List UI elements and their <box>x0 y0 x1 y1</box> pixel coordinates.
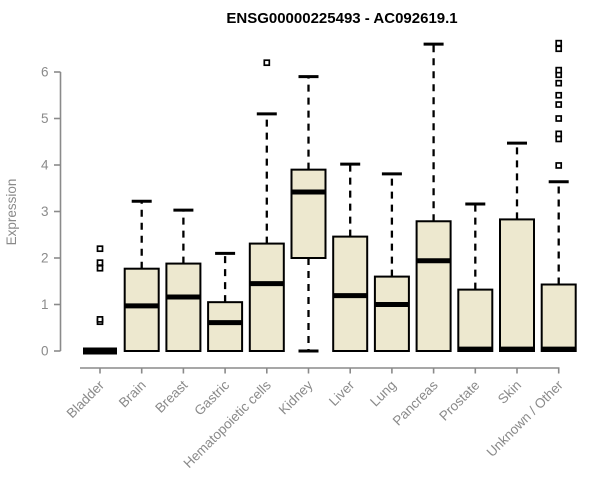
outlier-point <box>263 59 271 67</box>
box-rect <box>540 283 577 353</box>
box-group <box>332 162 369 352</box>
chart-title: ENSG00000225493 - AC092619.1 <box>226 10 457 27</box>
y-tick-label: 2 <box>41 251 49 266</box>
outlier-point <box>555 135 563 143</box>
y-axis-label: Expression <box>4 179 19 246</box>
box-rect <box>248 242 285 353</box>
collapsed-box-bar <box>83 347 117 355</box>
x-tick-label: Pancreas <box>390 377 441 428</box>
box-rect <box>373 275 410 353</box>
box-group <box>457 202 494 352</box>
x-tick-label: Skin <box>495 378 524 407</box>
outlier-point <box>555 66 563 74</box>
box-group <box>540 39 577 353</box>
box-group <box>165 208 202 352</box>
y-tick-label: 5 <box>41 111 49 126</box>
y-tick-label: 6 <box>41 65 49 80</box>
x-tick-label: Brain <box>116 378 149 411</box>
box-rect <box>123 267 160 353</box>
box-rect <box>290 168 327 259</box>
box-rect <box>499 218 535 352</box>
box-rect <box>165 262 202 352</box>
box-group <box>415 42 452 352</box>
outlier-point <box>555 39 563 47</box>
outlier-point <box>555 162 563 169</box>
box-group <box>248 59 285 353</box>
x-tick-label: Unknown / Other <box>484 377 567 460</box>
box-group <box>373 172 410 353</box>
box-group <box>207 251 244 352</box>
x-tick-label: Kidney <box>276 377 316 417</box>
box-rect <box>415 220 452 352</box>
box-group <box>290 75 327 353</box>
x-tick-label: Liver <box>326 377 358 409</box>
outlier-point <box>555 115 563 122</box>
x-tick-label: Lung <box>367 378 399 410</box>
outlier-point <box>96 259 104 266</box>
y-tick-label: 0 <box>41 344 49 359</box>
x-tick-label: Breast <box>152 377 190 415</box>
x-tick-label: Gastric <box>191 377 232 418</box>
y-tick-label: 4 <box>41 158 49 173</box>
box-rect <box>207 301 244 352</box>
outlier-point <box>555 91 563 99</box>
box-group <box>83 245 117 355</box>
outlier-point <box>555 101 563 108</box>
outlier-point <box>96 316 104 323</box>
boxes-layer <box>83 39 577 355</box>
y-tick-label: 3 <box>41 204 49 219</box>
outlier-point <box>555 130 563 138</box>
outlier-point <box>96 264 104 272</box>
box-group <box>123 199 160 353</box>
x-tick-label: Bladder <box>64 377 108 421</box>
box-rect <box>457 288 494 352</box>
outlier-point <box>555 45 563 53</box>
box-group <box>499 141 535 352</box>
outlier-point <box>96 245 104 253</box>
x-tick-label: Prostate <box>436 378 482 424</box>
outlier-point <box>555 79 563 87</box>
y-tick-label: 1 <box>41 297 49 312</box>
